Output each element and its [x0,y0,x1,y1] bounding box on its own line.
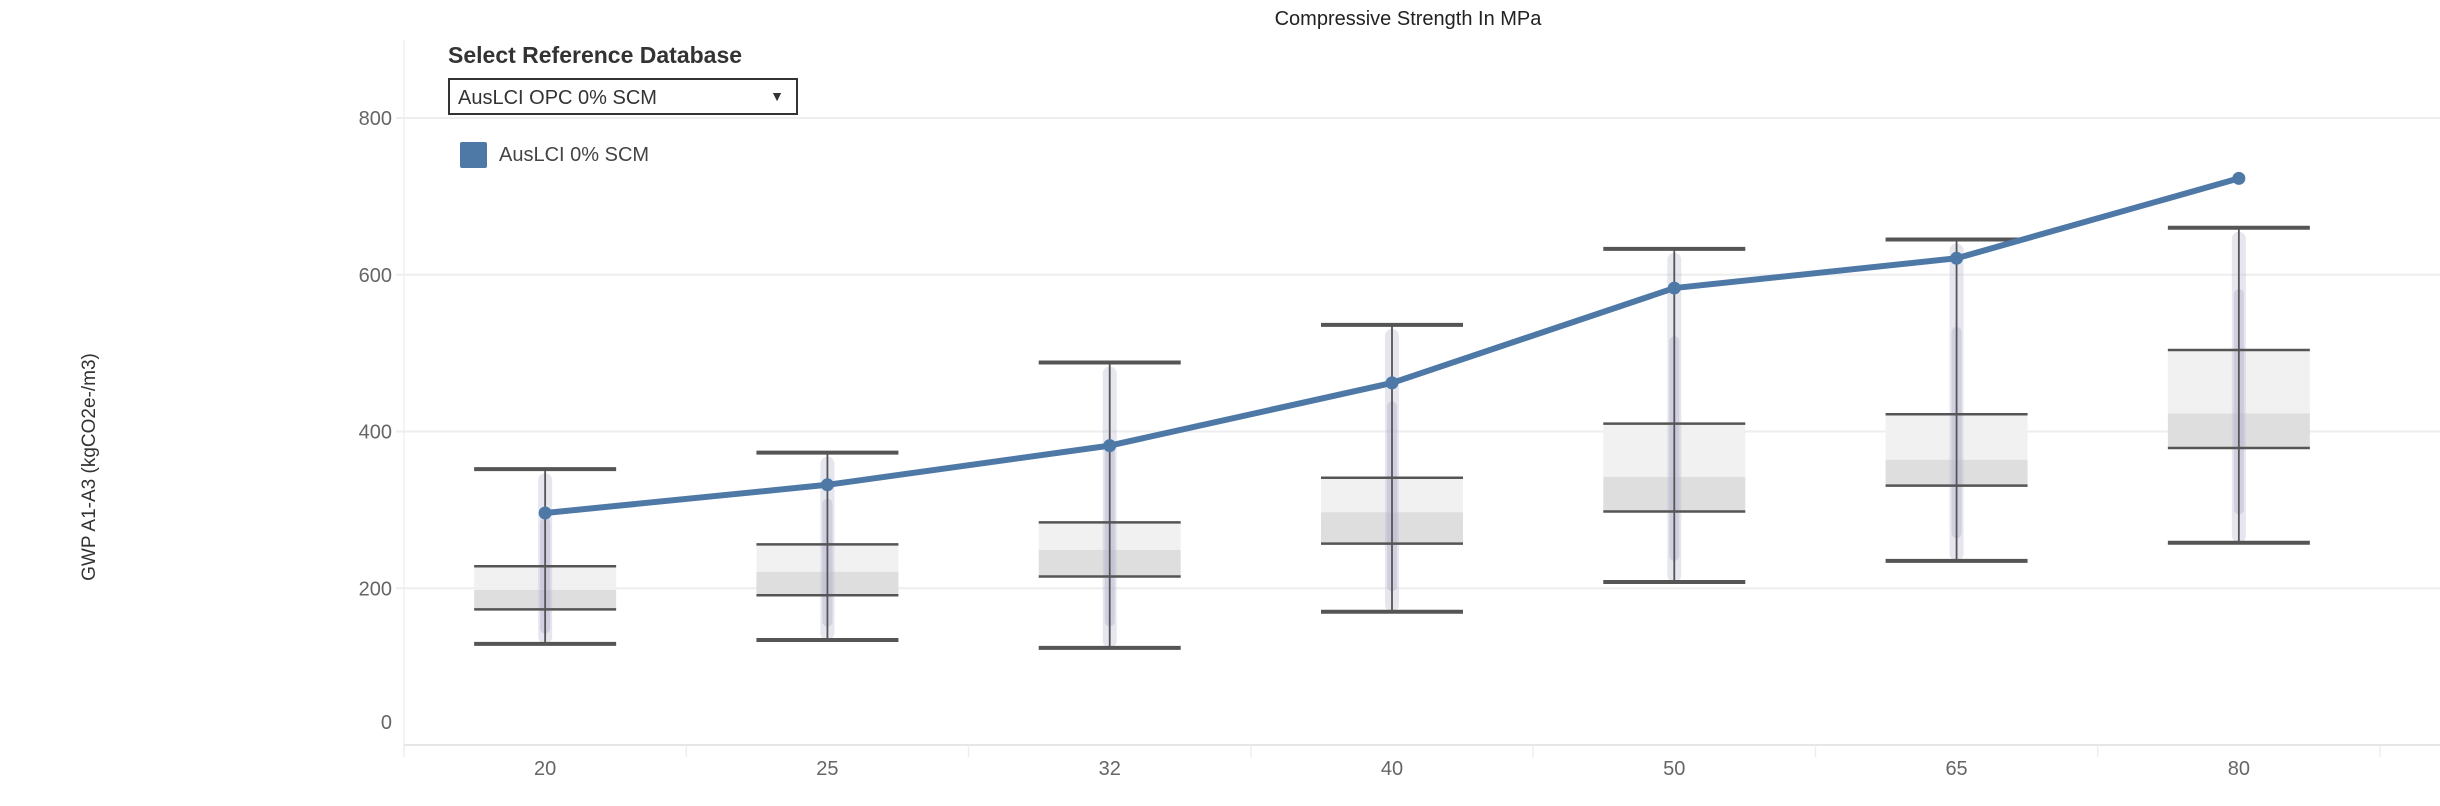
y-tick-label: 600 [359,265,392,287]
x-tick-label: 65 [1945,758,1967,780]
x-tick-label: 50 [1663,758,1685,780]
series-point [1950,251,1964,265]
x-tick-label: 40 [1381,758,1403,780]
series-point [1385,376,1399,390]
y-tick-label: 400 [359,422,392,444]
series-point [2232,171,2246,185]
triangle-down-icon[interactable]: ▼ [770,88,784,104]
y-tick-label: 0 [381,712,392,734]
legend-label: AusLCI 0% SCM [499,143,650,166]
legend-swatch [460,142,487,168]
database-select-value: AusLCI OPC 0% SCM [458,87,657,109]
series-point [820,478,834,492]
y-tick-label: 800 [359,108,392,130]
y-tick-label: 200 [359,578,392,600]
database-select-label: Select Reference Database [448,42,743,68]
x-tick-label: 25 [816,758,838,780]
series-point [1667,281,1681,295]
series-point [1103,439,1117,453]
database-select-dropdown[interactable]: AusLCI OPC 0% SCM ▼ [448,78,798,115]
series-point [538,506,552,520]
x-tick-label: 32 [1099,758,1121,780]
x-tick-label: 20 [534,758,556,780]
legend: AusLCI 0% SCM [460,142,649,168]
chart-title: Compressive Strength In MPa [1274,8,1542,30]
y-axis-title: GWP A1-A3 (kgCO2e-/m3) [79,353,100,581]
x-tick-label: 80 [2228,758,2250,780]
